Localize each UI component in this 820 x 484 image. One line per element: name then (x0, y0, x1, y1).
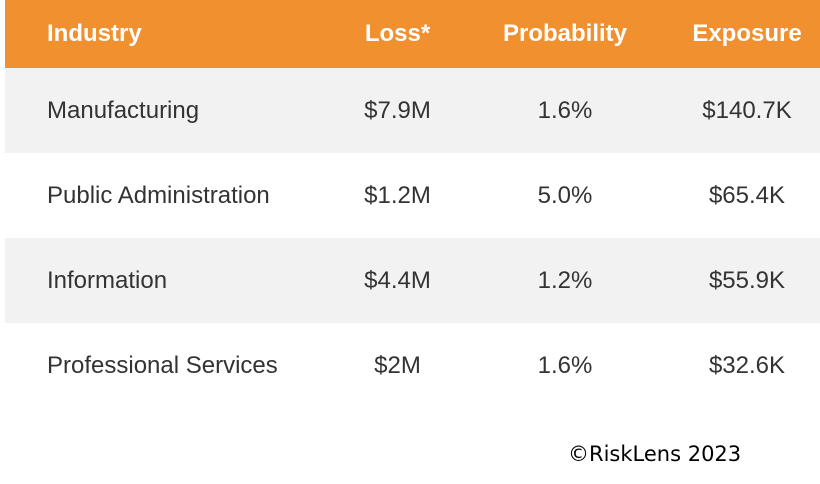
table-row: Information $4.4M 1.2% $55.9K (5, 238, 820, 323)
cell-loss: $7.9M (364, 96, 431, 124)
cell-exposure: $140.7K (702, 96, 792, 124)
cell-probability: 1.6% (537, 96, 593, 124)
cell-loss: $4.4M (364, 266, 431, 294)
cell-probability: 5.0% (537, 181, 593, 209)
cell-loss: $2M (374, 351, 421, 379)
cell-loss: $1.2M (364, 181, 431, 209)
header-industry: Industry (47, 20, 142, 47)
cell-exposure: $65.4K (708, 181, 786, 209)
cell-industry: Information (47, 266, 168, 294)
cell-industry: Public Administration (47, 181, 270, 209)
header-exposure: Exposure (692, 20, 802, 47)
cell-exposure: $32.6K (708, 351, 786, 379)
cell-probability: 1.2% (537, 266, 593, 294)
cell-industry: Professional Services (47, 351, 278, 379)
table-header-row: Industry Loss* Probability Exposure (5, 0, 820, 68)
header-probability: Probability (502, 20, 628, 47)
cell-exposure: $55.9K (708, 266, 786, 294)
cell-probability: 1.6% (537, 351, 593, 379)
copyright-notice: ©RiskLens 2023 (568, 442, 742, 466)
cell-industry: Manufacturing (47, 96, 200, 124)
table-row: Manufacturing $7.9M 1.6% $140.7K (5, 68, 820, 153)
header-loss: Loss* (364, 20, 431, 47)
table-row: Professional Services $2M 1.6% $32.6K (5, 323, 820, 408)
table-row: Public Administration $1.2M 5.0% $65.4K (5, 153, 820, 238)
industry-risk-table: Industry Loss* Probability Exposure Manu… (5, 0, 820, 408)
